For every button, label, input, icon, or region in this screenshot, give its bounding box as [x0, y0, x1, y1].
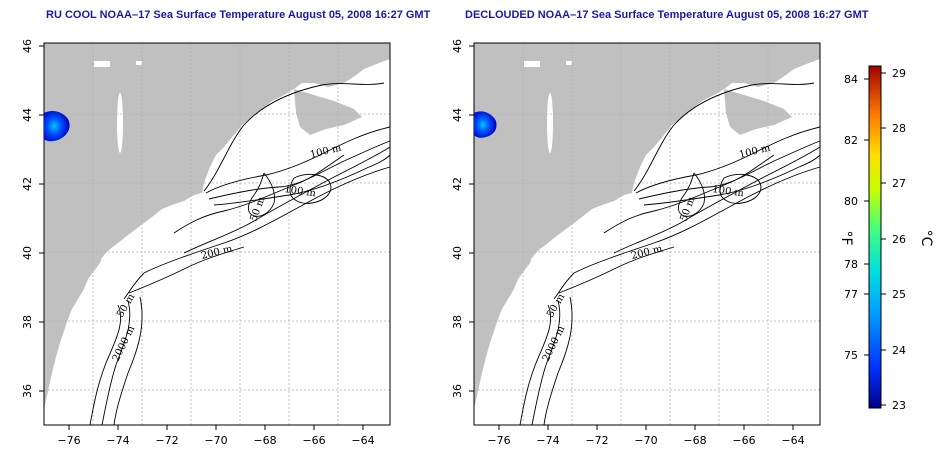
- lat-tick-label: 42: [21, 177, 34, 191]
- lat-tick-label: 38: [451, 315, 464, 329]
- lon-tick-label: −76: [57, 434, 80, 447]
- lat-tick-label: 42: [451, 177, 464, 191]
- celsius-tick-label: 23: [892, 399, 906, 412]
- lon-tick-label: −74: [536, 434, 559, 447]
- left-sst-blob: [44, 111, 70, 142]
- lat-tick-label: 44: [451, 108, 464, 122]
- celsius-tick-label: 27: [892, 177, 906, 190]
- lon-tick-label: −72: [585, 434, 608, 447]
- lon-tick-label: −68: [683, 434, 706, 447]
- contour-label: 100 m: [284, 184, 317, 199]
- contour-label: 100 m: [712, 184, 745, 199]
- lon-tick-label: −64: [781, 434, 804, 447]
- right-axes: [469, 45, 794, 430]
- celsius-tick-label: 24: [892, 344, 906, 357]
- lon-tick-label: −66: [302, 434, 325, 447]
- right-lon-labels: −76 −74 −72 −70 −68 −66 −64: [487, 434, 804, 447]
- right-map: [473, 42, 821, 426]
- temperature-colorbar: 84 82 80 78 77 75 29 28 27 26 25 24 23 °…: [838, 65, 934, 412]
- lon-tick-label: −68: [253, 434, 276, 447]
- lat-tick-label: 36: [21, 384, 34, 398]
- left-panel-title: RU COOL NOAA–17 Sea Surface Temperature …: [46, 9, 431, 21]
- lat-tick-label: 38: [21, 315, 34, 329]
- right-panel-title: DECLOUDED NOAA–17 Sea Surface Temperatur…: [465, 9, 869, 21]
- lon-tick-label: −66: [732, 434, 755, 447]
- lat-tick-label: 40: [21, 246, 34, 260]
- lat-tick-label: 46: [451, 39, 464, 53]
- celsius-tick-label: 29: [892, 67, 906, 80]
- lat-tick-label: 46: [21, 39, 34, 53]
- lat-tick-label: 40: [451, 246, 464, 260]
- colorbar-gradient: [868, 65, 882, 409]
- right-lat-labels: 46 44 42 40 38 36: [451, 39, 464, 398]
- left-lon-labels: −76 −74 −72 −70 −68 −66 −64: [57, 434, 374, 447]
- celsius-tick-label: 26: [892, 233, 906, 246]
- lon-tick-label: −70: [204, 434, 227, 447]
- lon-tick-label: −70: [634, 434, 657, 447]
- fahrenheit-tick-label: 77: [844, 288, 858, 301]
- celsius-unit-label: °C: [918, 230, 934, 247]
- lon-tick-label: −76: [487, 434, 510, 447]
- lon-tick-label: −64: [351, 434, 374, 447]
- right-sst-blob: [474, 111, 497, 138]
- fahrenheit-tick-label: 78: [844, 258, 858, 271]
- lon-tick-label: −72: [155, 434, 178, 447]
- lat-tick-label: 44: [21, 108, 34, 122]
- lon-tick-label: −74: [106, 434, 129, 447]
- fahrenheit-tick-label: 80: [844, 195, 858, 208]
- fahrenheit-tick-label: 82: [844, 134, 858, 147]
- celsius-tick-label: 28: [892, 122, 906, 135]
- lat-tick-label: 36: [451, 384, 464, 398]
- fahrenheit-tick-label: 75: [844, 349, 858, 362]
- fahrenheit-tick-label: 84: [844, 73, 858, 86]
- fahrenheit-unit-label: °F: [838, 230, 854, 245]
- left-lat-labels: 46 44 42 40 38 36: [21, 39, 34, 398]
- celsius-tick-label: 25: [892, 288, 906, 301]
- left-map: [43, 42, 391, 426]
- left-axes: [39, 45, 364, 430]
